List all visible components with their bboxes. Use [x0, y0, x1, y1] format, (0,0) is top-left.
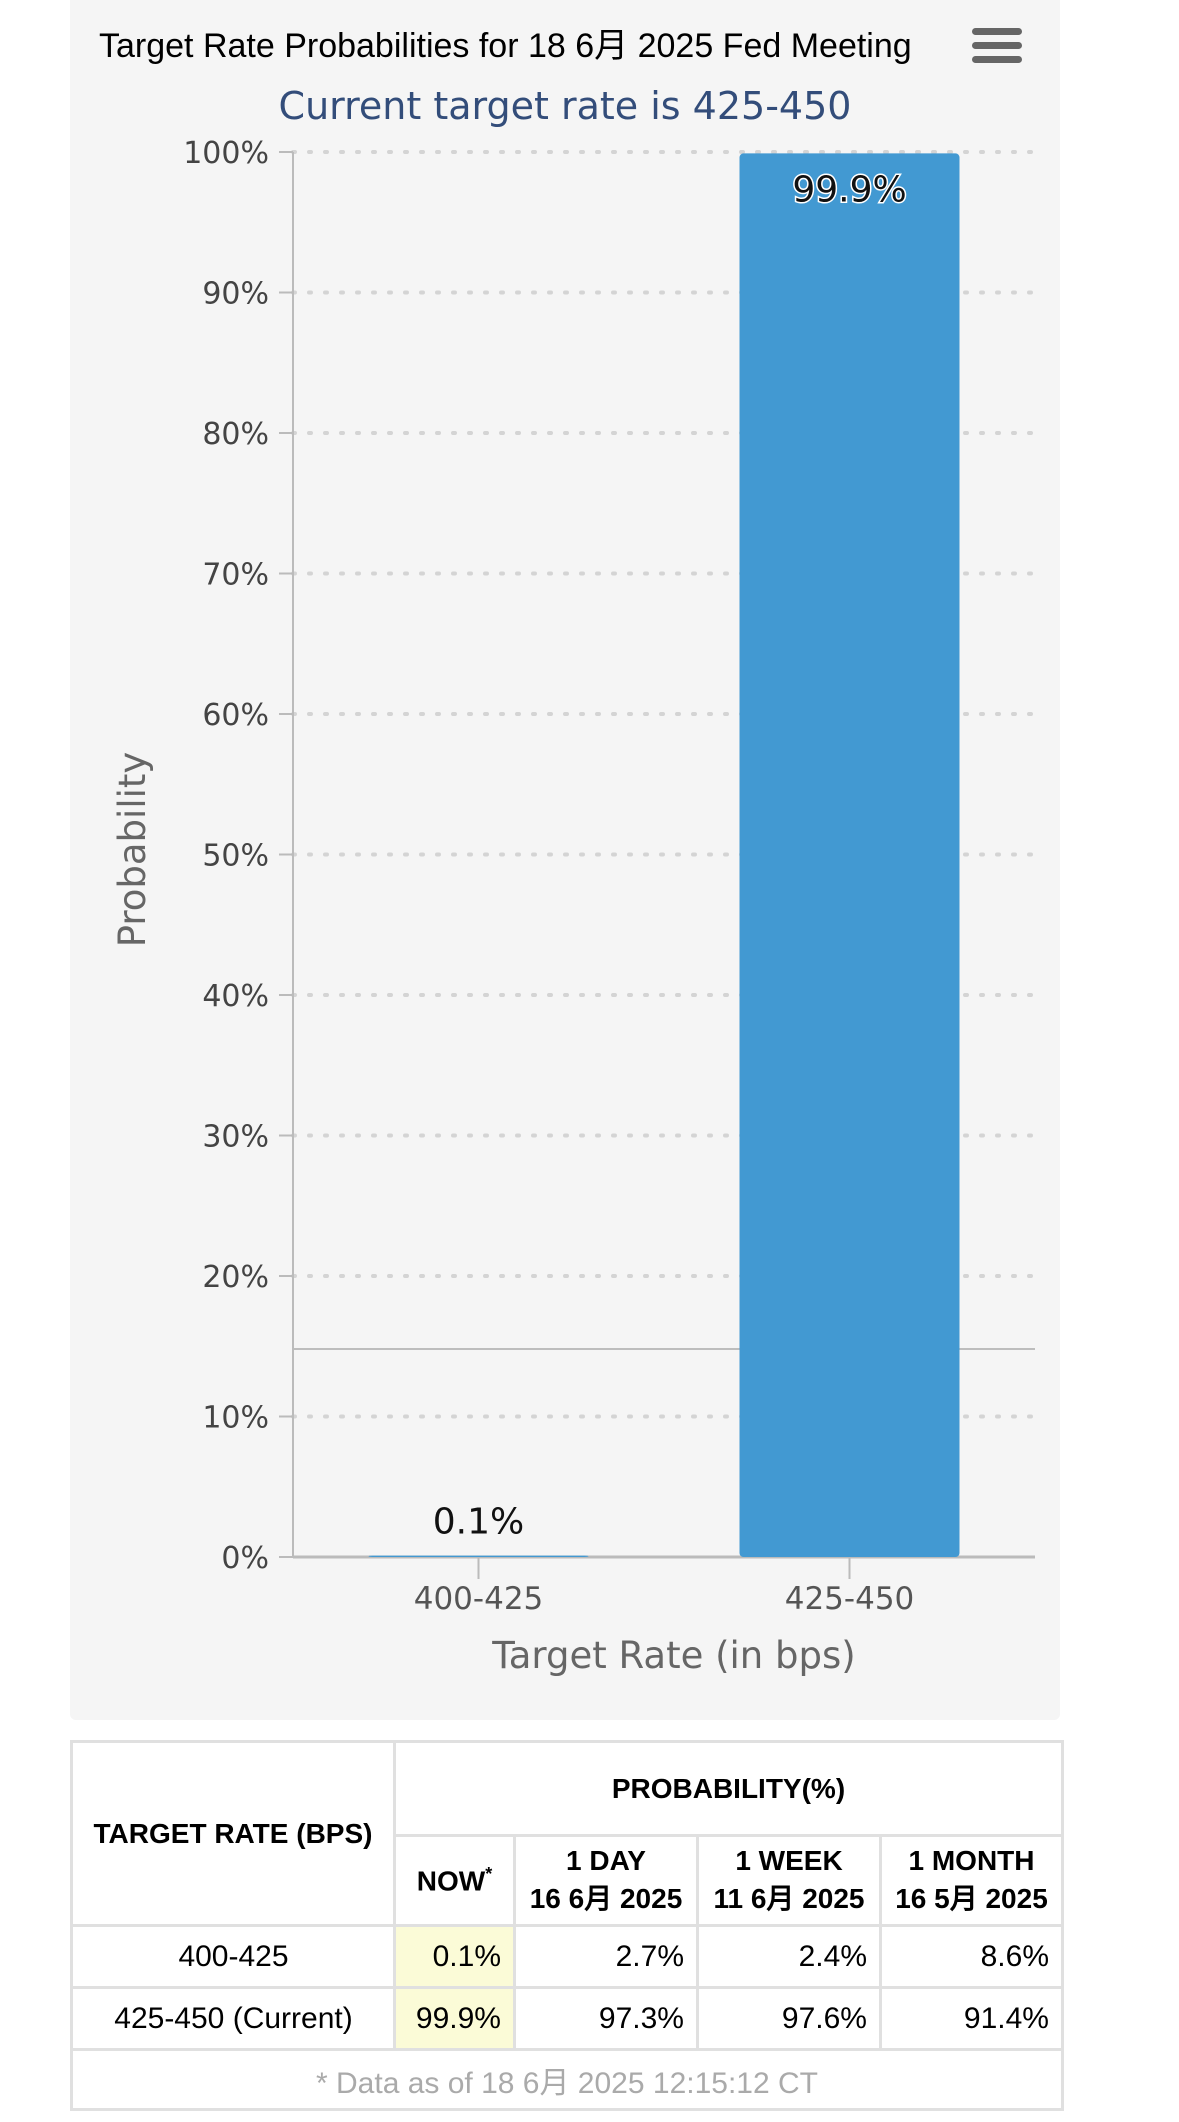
y-tick-label: 10%: [202, 1401, 269, 1436]
x-axis-title: Target Rate (in bps): [491, 1634, 855, 1677]
row-rate: 400-425: [70, 1924, 396, 1989]
row-1month: 8.6%: [879, 1924, 1064, 1989]
bar-400-425: [368, 1555, 589, 1557]
bar-chart: 0% 10% 20% 30% 40% 50% 60% 70% 80% 90% 100% 400-425…: [111, 136, 1037, 1677]
row-rate: 425-450 (Current): [70, 1986, 396, 2051]
header-target-rate: TARGET RATE (BPS): [70, 1740, 396, 1927]
hamburger-menu-icon[interactable]: [972, 28, 1022, 68]
chart-title: Target Rate Probabilities for 18 6月 2025…: [99, 27, 912, 65]
x-tick-label: 400-425: [414, 1581, 544, 1617]
header-1week-label: 1 WEEK: [735, 1844, 843, 1876]
y-tick-label: 20%: [202, 1260, 269, 1295]
y-tick-label: 90%: [202, 277, 269, 312]
row-1week: 2.4%: [696, 1924, 882, 1989]
y-tick-label: 60%: [202, 698, 269, 733]
y-tick-label: 80%: [202, 417, 269, 452]
row-now: 0.1%: [393, 1924, 516, 1989]
data-label: 99.9%: [792, 169, 906, 210]
row-1week: 97.6%: [696, 1986, 882, 2051]
header-1day: 1 DAY 16 6月 2025: [513, 1834, 699, 1927]
probability-table: TARGET RATE (BPS) PROBABILITY(%) NOW* 1 …: [70, 1740, 1064, 2111]
header-probability: PROBABILITY(%): [393, 1740, 1064, 1837]
header-now-mark: *: [485, 1863, 493, 1884]
bar-425-450: [739, 153, 960, 1557]
header-1month-label: 1 MONTH: [908, 1844, 1035, 1876]
header-1month: 1 MONTH 16 5月 2025: [879, 1834, 1064, 1927]
y-tick-label: 40%: [202, 979, 269, 1014]
y-tick-label: 70%: [202, 558, 269, 593]
y-tick-label: 0%: [221, 1541, 269, 1576]
header-1day-label: 1 DAY: [566, 1844, 646, 1876]
header-1day-date: 16 6月 2025: [529, 1882, 683, 1914]
header-1month-date: 16 5月 2025: [895, 1882, 1048, 1914]
row-1day: 97.3%: [513, 1986, 699, 2051]
table-row: 425-450 (Current) 99.9% 97.3% 97.6% 91.4…: [70, 1986, 1064, 2051]
row-now: 99.9%: [393, 1986, 516, 2051]
header-now: NOW*: [393, 1834, 516, 1927]
y-tick-label: 50%: [202, 839, 269, 874]
table-row: 400-425 0.1% 2.7% 2.4% 8.6%: [70, 1924, 1064, 1989]
y-axis-title: Probability: [111, 752, 154, 948]
row-1day: 2.7%: [513, 1924, 699, 1989]
x-tick-label: 425-450: [785, 1581, 915, 1617]
header-1week-date: 11 6月 2025: [713, 1882, 865, 1914]
header-now-label: NOW: [416, 1865, 486, 1897]
data-label: 0.1%: [433, 1502, 524, 1543]
table-footnote: * Data as of 18 6月 2025 12:15:12 CT: [70, 2048, 1064, 2111]
header-1week: 1 WEEK 11 6月 2025: [696, 1834, 882, 1927]
chart-subtitle: Current target rate is 425-450: [278, 84, 852, 128]
row-1month: 91.4%: [879, 1986, 1064, 2051]
y-tick-label: 30%: [202, 1120, 269, 1155]
y-tick-label: 100%: [183, 136, 269, 171]
